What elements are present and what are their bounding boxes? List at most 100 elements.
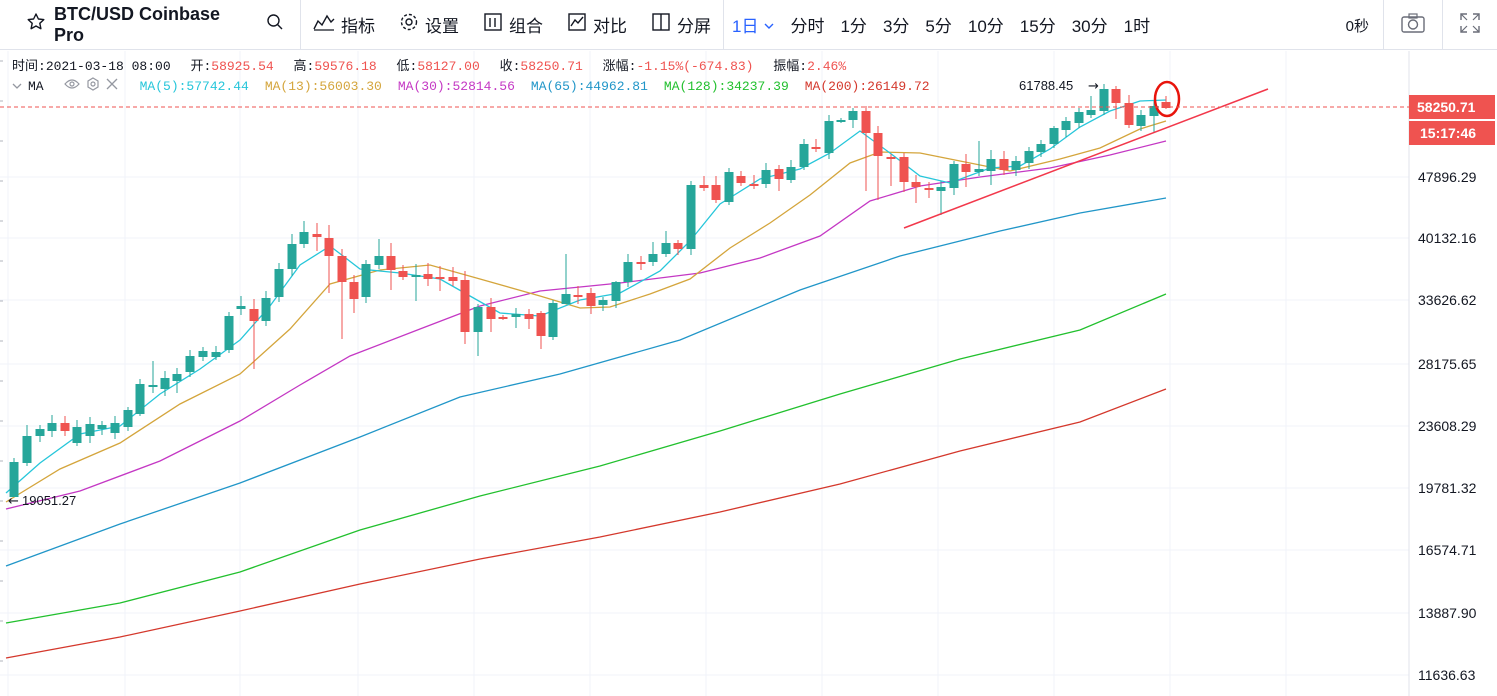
candle[interactable] — [185, 350, 195, 377]
candle[interactable] — [261, 291, 271, 326]
candle[interactable] — [498, 315, 508, 320]
candle[interactable] — [22, 425, 32, 466]
candle[interactable] — [1011, 156, 1021, 176]
candle[interactable] — [1099, 84, 1109, 115]
candle[interactable] — [47, 415, 57, 437]
candle[interactable] — [598, 297, 608, 311]
search-icon[interactable] — [266, 13, 284, 36]
candle[interactable] — [361, 260, 371, 303]
candle[interactable] — [636, 256, 646, 270]
candle[interactable] — [699, 176, 709, 191]
candle[interactable] — [1074, 108, 1084, 128]
candle[interactable] — [135, 379, 145, 416]
candle[interactable] — [386, 243, 396, 290]
candle[interactable] — [824, 115, 834, 159]
candle[interactable] — [236, 296, 246, 315]
candle[interactable] — [511, 308, 521, 328]
candle[interactable] — [611, 281, 621, 308]
candle[interactable] — [736, 171, 746, 186]
candle[interactable] — [411, 264, 421, 301]
candle[interactable] — [9, 458, 19, 497]
candle[interactable] — [72, 420, 82, 446]
eye-icon[interactable] — [63, 78, 80, 94]
candle[interactable] — [1149, 101, 1159, 133]
candle[interactable] — [35, 425, 45, 442]
candle[interactable] — [97, 421, 107, 435]
symbol-search[interactable]: BTC/USD Coinbase Pro — [0, 0, 300, 50]
candle[interactable] — [312, 223, 322, 251]
candle[interactable] — [337, 249, 347, 339]
candle[interactable] — [299, 221, 309, 248]
candle[interactable] — [211, 346, 221, 360]
candle[interactable] — [324, 225, 334, 293]
candle[interactable] — [1086, 96, 1096, 118]
candle[interactable] — [374, 239, 384, 269]
candle[interactable] — [123, 407, 133, 431]
candle[interactable] — [198, 347, 208, 361]
candle[interactable] — [249, 299, 259, 369]
candle[interactable] — [536, 311, 546, 349]
candle[interactable] — [398, 265, 408, 280]
candle[interactable] — [911, 175, 921, 203]
support-trendline[interactable] — [903, 88, 1269, 229]
indicators-button[interactable]: 指标 — [301, 0, 387, 50]
candle[interactable] — [661, 231, 671, 257]
candle[interactable] — [274, 263, 284, 302]
candle[interactable] — [148, 361, 158, 393]
candle[interactable] — [899, 153, 909, 192]
fullscreen-button[interactable] — [1443, 0, 1497, 50]
candle[interactable] — [974, 141, 984, 176]
candle[interactable] — [861, 106, 871, 191]
split-screen-button[interactable]: 分屏 — [639, 0, 723, 50]
candle[interactable] — [711, 176, 721, 203]
screenshot-button[interactable] — [1384, 0, 1442, 50]
candle[interactable] — [586, 288, 596, 314]
combine-button[interactable]: 组合 — [471, 0, 555, 50]
candle[interactable] — [160, 371, 170, 396]
collapse-chevron-icon[interactable] — [12, 79, 22, 94]
interval-10m[interactable]: 10分 — [960, 0, 1012, 50]
candle[interactable] — [573, 286, 583, 304]
candle[interactable] — [561, 254, 571, 304]
candle[interactable] — [999, 151, 1009, 175]
candle[interactable] — [1061, 117, 1071, 137]
settings-button[interactable]: 设置 — [387, 0, 471, 50]
star-icon[interactable] — [26, 12, 46, 37]
candle[interactable] — [686, 181, 696, 255]
interval-15m[interactable]: 15分 — [1012, 0, 1064, 50]
compare-button[interactable]: 对比 — [555, 0, 639, 50]
candle[interactable] — [1124, 95, 1134, 128]
candlestick-chart[interactable]: 47896.29 40132.16 33626.62 28175.65 23608.29… — [0, 51, 1497, 696]
candle[interactable] — [786, 160, 796, 183]
candle[interactable] — [886, 154, 896, 186]
candle[interactable] — [623, 254, 633, 287]
candle[interactable] — [799, 139, 809, 170]
chart-area[interactable]: 47896.29 40132.16 33626.62 28175.65 23608.29… — [0, 51, 1497, 696]
candle[interactable] — [749, 175, 759, 189]
candle[interactable] — [774, 165, 784, 191]
candle[interactable] — [949, 161, 959, 195]
candle[interactable] — [60, 416, 70, 436]
candle[interactable] — [924, 182, 934, 198]
candle[interactable] — [1024, 147, 1034, 169]
close-icon[interactable] — [106, 78, 118, 94]
candle[interactable] — [473, 304, 483, 356]
interval-timeline[interactable]: 分时 — [782, 0, 832, 50]
candle[interactable] — [1136, 110, 1146, 131]
candle[interactable] — [460, 271, 470, 344]
candle[interactable] — [524, 309, 534, 329]
candle[interactable] — [435, 266, 445, 291]
candle[interactable] — [673, 240, 683, 255]
candle[interactable] — [648, 242, 658, 266]
candle[interactable] — [986, 150, 996, 185]
candle[interactable] — [224, 312, 234, 353]
candle[interactable] — [724, 168, 734, 205]
candle[interactable] — [873, 126, 883, 200]
candle[interactable] — [110, 416, 120, 439]
candle[interactable] — [548, 300, 558, 340]
candle[interactable] — [349, 275, 359, 313]
candle[interactable] — [836, 118, 846, 123]
candle[interactable] — [448, 267, 458, 286]
candle[interactable] — [936, 181, 946, 215]
candle[interactable] — [811, 139, 821, 152]
